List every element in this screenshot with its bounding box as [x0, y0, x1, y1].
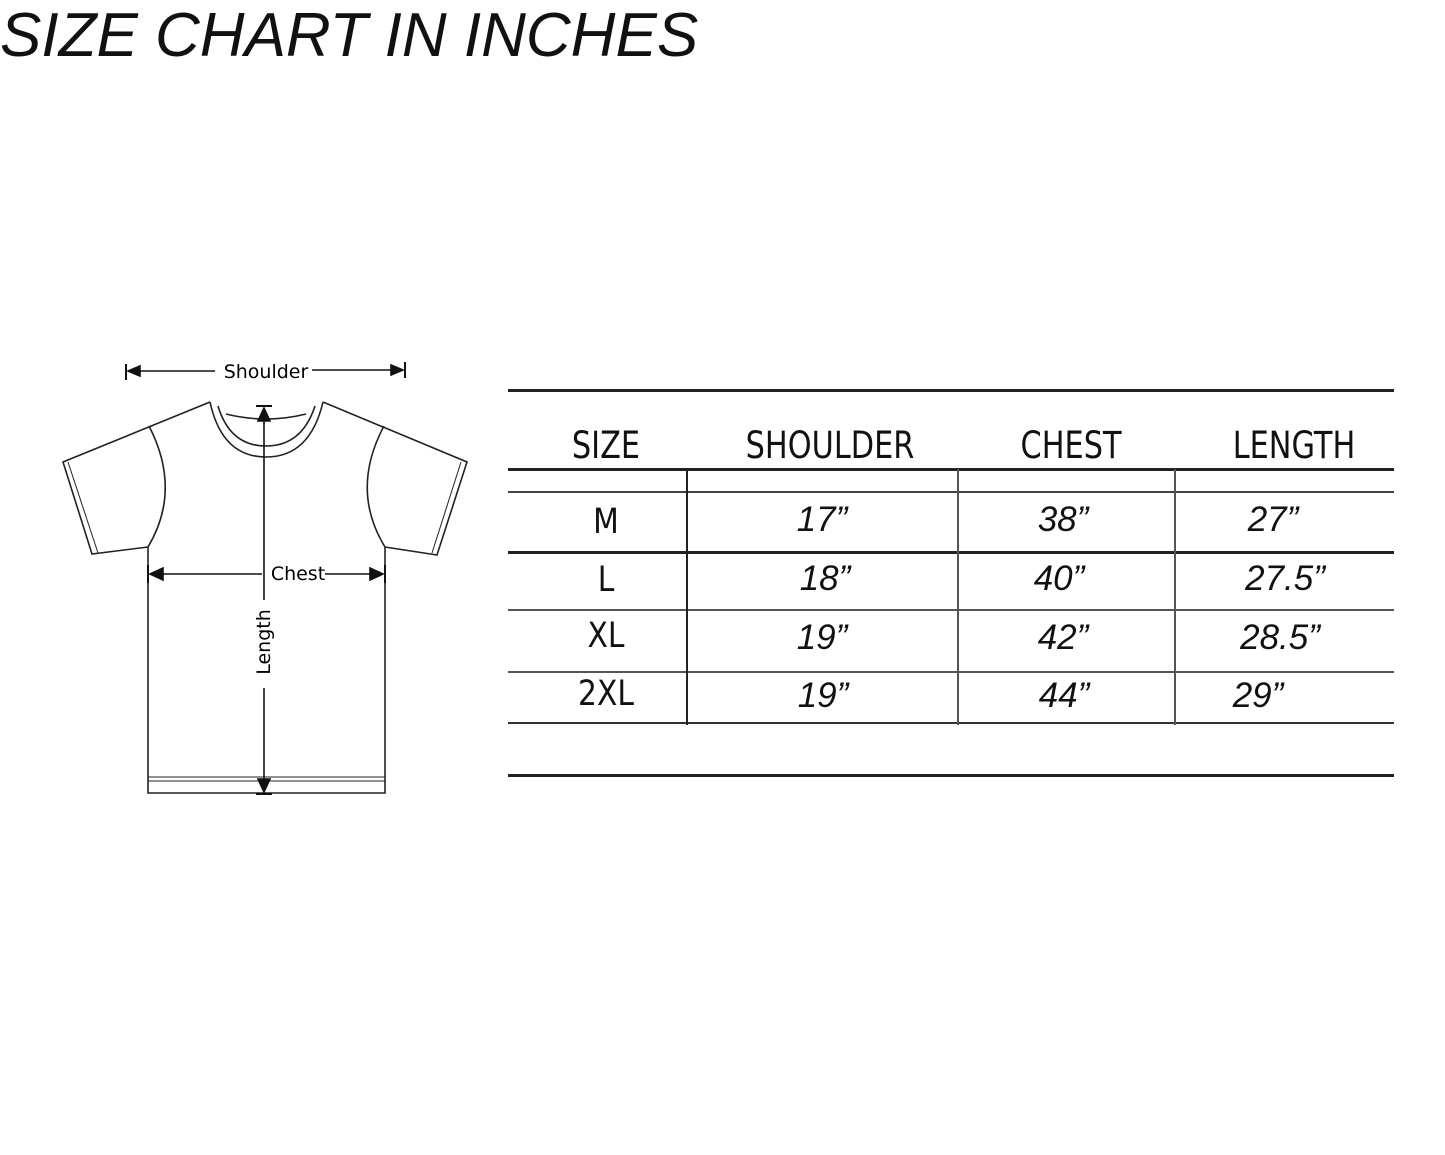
chest-cell: 44” — [1038, 676, 1090, 715]
row-rule — [508, 722, 1394, 724]
length-cell: 28.5” — [1240, 618, 1320, 657]
sleeve-seam-left — [147, 425, 167, 548]
column-divider — [957, 469, 959, 725]
shoulder-label: Shoulder — [224, 361, 309, 383]
chest-cell: 42” — [1037, 618, 1089, 657]
tshirt-diagram: Shoulder Chest Length — [62, 361, 468, 795]
shoulder-cell: 18” — [799, 559, 851, 598]
row-rule — [508, 551, 1394, 554]
sleeve-hem-left — [67, 461, 99, 554]
header-length: LENGTH — [1232, 424, 1356, 467]
length-cell: 29” — [1232, 676, 1284, 715]
chart-title: SIZE CHART IN INCHES — [0, 1, 699, 70]
shoulder-cell: 19” — [797, 676, 849, 715]
row-rule — [508, 671, 1394, 673]
header-shoulder: SHOULDER — [745, 424, 915, 467]
shoulder-measure-arrow — [125, 362, 406, 380]
size-cell: M — [593, 502, 619, 542]
chest-measure-arrow — [147, 565, 386, 583]
column-divider — [686, 469, 688, 725]
collar-inner — [217, 405, 316, 447]
table-rule-top — [508, 389, 1394, 392]
chest-cell: 38” — [1037, 500, 1089, 539]
header-size: SIZE — [571, 424, 641, 467]
shoulder-cell: 19” — [796, 618, 848, 657]
length-cell: 27” — [1247, 500, 1299, 539]
column-divider — [1174, 469, 1176, 725]
size-cell: XL — [587, 616, 625, 656]
chest-cell: 40” — [1033, 559, 1085, 598]
header-rule — [508, 468, 1394, 471]
size-cell: L — [597, 560, 615, 600]
length-label: Length — [253, 609, 275, 675]
shoulder-cell: 17” — [796, 500, 848, 539]
length-cell: 27.5” — [1245, 559, 1325, 598]
table-rule-bottom — [508, 774, 1394, 777]
row-rule — [508, 491, 1394, 493]
sleeve-seam-right — [366, 425, 386, 548]
collar-outer — [209, 401, 324, 458]
header-chest: CHEST — [1020, 424, 1122, 467]
length-measure-arrow — [256, 405, 272, 795]
row-rule — [508, 609, 1394, 611]
tshirt-outline — [62, 401, 468, 794]
chest-label: Chest — [271, 563, 325, 585]
sleeve-hem-right — [431, 461, 462, 554]
size-cell: 2XL — [578, 674, 634, 714]
